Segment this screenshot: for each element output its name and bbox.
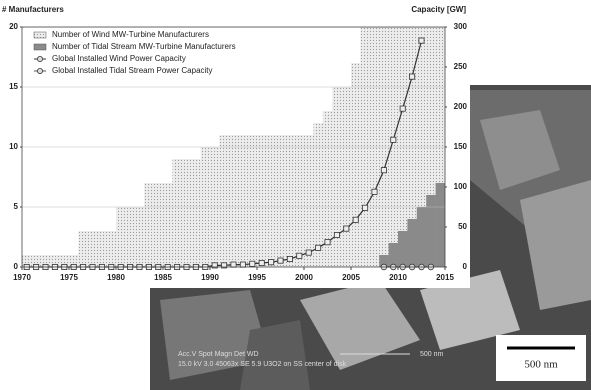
legend-marker <box>37 68 42 73</box>
y2-tick-label: 250 <box>454 62 468 71</box>
area-step <box>182 159 192 267</box>
area-step <box>351 63 361 267</box>
legend-label: Number of Wind MW-Turbine Manufacturers <box>52 30 209 39</box>
marker <box>231 262 236 267</box>
legend-swatch <box>34 32 46 38</box>
y-tick-label: 10 <box>9 142 18 151</box>
area-step <box>172 159 182 267</box>
marker <box>306 250 311 255</box>
x-tick-label: 2015 <box>436 273 454 282</box>
x-tick-label: 1990 <box>201 273 219 282</box>
marker <box>353 217 358 222</box>
sem-info: 500 nm <box>420 351 444 358</box>
x-tick-label: 2000 <box>295 273 313 282</box>
area-step <box>257 135 267 267</box>
marker <box>391 137 396 142</box>
area-step <box>191 159 201 267</box>
x-tick-label: 1995 <box>248 273 266 282</box>
marker <box>419 38 424 43</box>
y2-axis-label: Capacity [GW] <box>411 5 466 14</box>
area-step <box>78 231 88 267</box>
marker <box>410 74 415 79</box>
marker <box>334 232 339 237</box>
x-tick-label: 1970 <box>13 273 31 282</box>
y-tick-label: 15 <box>9 82 18 91</box>
marker <box>240 262 245 267</box>
legend-marker <box>37 56 42 61</box>
y-tick-label: 20 <box>9 22 18 31</box>
area-step <box>125 207 135 267</box>
legend-label: Global Installed Wind Power Capacity <box>52 54 186 63</box>
y-axis-label: # Manufacturers <box>2 5 64 14</box>
y2-tick-label: 300 <box>454 22 468 31</box>
area-step <box>285 135 295 267</box>
area-step <box>436 183 446 267</box>
marker <box>372 189 377 194</box>
area-step <box>398 231 408 267</box>
area-step <box>266 135 276 267</box>
legend-label: Global Installed Tidal Stream Power Capa… <box>52 66 213 75</box>
sem-info: 15.0 kV 3.0 45063x SE 5.9 U3O2 on SS cen… <box>178 361 347 368</box>
marker <box>269 260 274 265</box>
y2-tick-label: 200 <box>454 102 468 111</box>
marker <box>250 261 255 266</box>
area-step <box>295 135 305 267</box>
y2-tick-label: 100 <box>454 182 468 191</box>
area-step <box>304 135 314 267</box>
marker <box>344 226 349 231</box>
area-step <box>248 135 258 267</box>
marker <box>363 205 368 210</box>
sem-info: Acc.V Spot Magn Det WD <box>178 351 259 358</box>
page: 500 nm Acc.V Spot Magn Det WD 15.0 kV 3.… <box>0 0 591 390</box>
area-step <box>417 207 427 267</box>
area-step <box>342 87 352 267</box>
marker <box>400 106 405 111</box>
y2-tick-label: 150 <box>454 142 468 151</box>
area-step <box>407 219 417 267</box>
area-step <box>135 207 145 267</box>
marker <box>287 256 292 261</box>
y2-tick-label: 0 <box>463 262 468 271</box>
y-tick-label: 5 <box>14 202 19 211</box>
area-step <box>219 135 229 267</box>
area-step <box>276 135 286 267</box>
x-tick-label: 1975 <box>60 273 78 282</box>
x-tick-label: 1985 <box>154 273 172 282</box>
marker <box>316 245 321 250</box>
area-step <box>238 135 248 267</box>
area-step <box>107 231 117 267</box>
x-tick-label: 2005 <box>342 273 360 282</box>
legend-swatch <box>34 44 46 50</box>
area-step <box>389 243 399 267</box>
y2-tick-label: 50 <box>458 222 467 231</box>
area-step <box>97 231 107 267</box>
marker <box>297 253 302 258</box>
marker <box>278 258 283 263</box>
area-step <box>332 87 342 267</box>
y-tick-label: 0 <box>14 262 19 271</box>
legend-label: Number of Tidal Stream MW-Turbine Manufa… <box>52 42 236 51</box>
x-tick-label: 2010 <box>389 273 407 282</box>
area-step <box>163 183 173 267</box>
marker <box>325 240 330 245</box>
marker <box>381 168 386 173</box>
area-step <box>116 207 126 267</box>
area-step <box>144 183 154 267</box>
scale-bar-label: 500 nm <box>524 359 558 371</box>
area-step <box>154 183 164 267</box>
x-tick-label: 1980 <box>107 273 125 282</box>
marker <box>259 260 264 265</box>
area-step <box>426 195 436 267</box>
area-step <box>88 231 98 267</box>
area-step <box>229 135 239 267</box>
